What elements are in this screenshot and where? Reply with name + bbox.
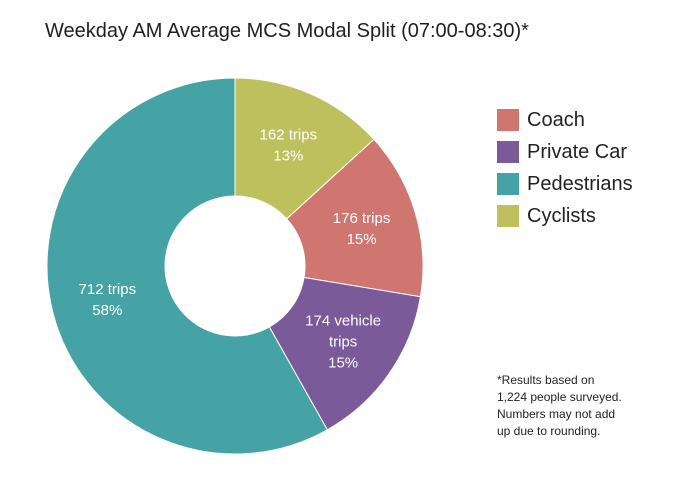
slice-label-line: 174 vehicle — [305, 313, 381, 330]
legend-swatch — [497, 141, 519, 163]
legend-swatch — [497, 109, 519, 131]
legend-label: Private Car — [527, 140, 628, 163]
footnote-line: Numbers may not add — [497, 407, 616, 421]
slice-label-line: 15% — [328, 355, 358, 372]
footnote-line: *Results based on — [497, 373, 595, 387]
slice-label-cyclists: 162 trips 13% — [260, 127, 318, 165]
slice-private-car — [268, 276, 422, 431]
slice-label-line: 58% — [92, 302, 122, 319]
chart-title: Weekday AM Average MCS Modal Split (07:0… — [45, 20, 529, 42]
legend-swatch — [497, 205, 519, 227]
chart-legend: Coach Private Car Pedestrians Cyclists — [497, 104, 633, 232]
slice-label-line: trips — [329, 334, 357, 351]
slice-label-line: 712 trips — [79, 281, 137, 298]
donut-slices — [46, 77, 424, 455]
slice-cyclists — [234, 77, 375, 220]
slice-label-coach: 176 trips 15% — [333, 210, 391, 248]
footnote: *Results based on 1,224 people surveyed.… — [497, 372, 667, 440]
slice-labels: 162 trips 13% 176 trips 15% 174 vehicle trips… — [79, 127, 391, 372]
legend-label: Cyclists — [527, 204, 596, 227]
footnote-line: up due to rounding. — [497, 424, 601, 438]
legend-item-coach: Coach — [497, 104, 633, 136]
slice-label-line: 176 trips — [333, 210, 391, 227]
legend-item-pedestrians: Pedestrians — [497, 168, 633, 200]
legend-swatch — [497, 173, 519, 195]
footnote-line: 1,224 people surveyed. — [497, 390, 622, 404]
legend-label: Pedestrians — [527, 172, 633, 195]
legend-item-private-car: Private Car — [497, 136, 633, 168]
slice-label-line: 162 trips — [260, 127, 318, 144]
slice-label-pedestrians: 712 trips 58% — [79, 281, 137, 319]
slice-label-private-car: 174 vehicle trips 15% — [305, 313, 381, 372]
slice-coach — [286, 138, 424, 298]
legend-item-cyclists: Cyclists — [497, 200, 633, 232]
slice-label-line: 13% — [273, 148, 303, 165]
slice-pedestrians — [46, 77, 329, 455]
slice-label-line: 15% — [347, 231, 377, 248]
legend-label: Coach — [527, 108, 585, 131]
